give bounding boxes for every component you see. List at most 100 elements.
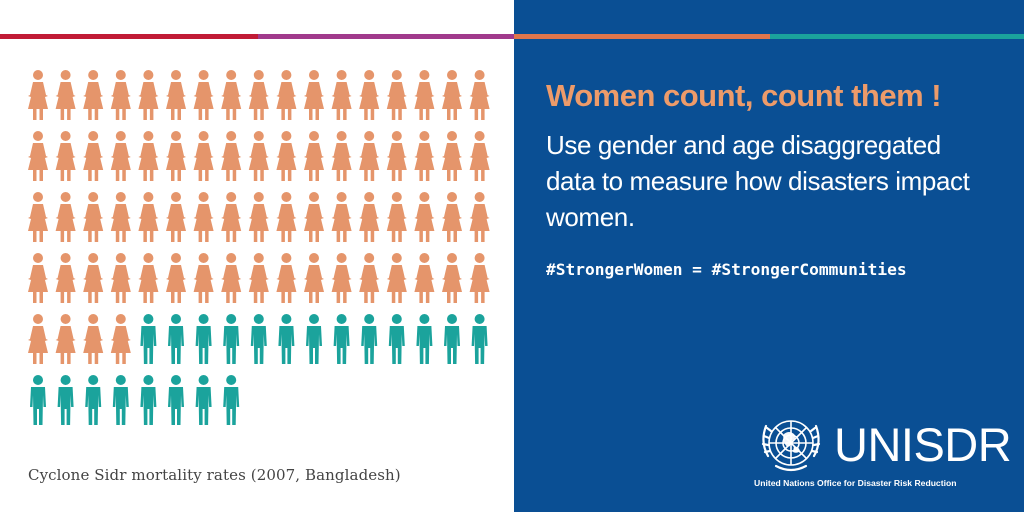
woman-icon (414, 192, 435, 242)
woman-icon (28, 131, 48, 181)
woman-icon (138, 70, 159, 120)
woman-icon (386, 70, 407, 120)
woman-icon (55, 131, 76, 181)
message-panel (514, 0, 1024, 512)
man-icon (223, 375, 240, 425)
man-icon (416, 314, 433, 364)
woman-icon (386, 253, 407, 303)
woman-icon (331, 70, 352, 120)
woman-icon (304, 192, 324, 242)
woman-icon (221, 253, 242, 303)
woman-icon (304, 131, 324, 181)
woman-icon (248, 192, 269, 242)
stripe-red (0, 34, 258, 39)
pictogram-grid (28, 70, 490, 425)
woman-icon (193, 253, 214, 303)
woman-icon (221, 192, 242, 242)
man-icon (168, 375, 184, 425)
woman-icon (110, 253, 131, 303)
man-icon (85, 375, 102, 425)
stripe-orange (514, 34, 770, 39)
woman-icon (442, 70, 462, 120)
woman-icon (414, 253, 435, 303)
woman-icon (331, 253, 352, 303)
logo-name: UNISDR (834, 418, 1012, 471)
woman-icon (442, 253, 462, 303)
man-icon (250, 314, 267, 364)
woman-icon (83, 253, 104, 303)
woman-icon (166, 253, 186, 303)
woman-icon (28, 192, 48, 242)
headline: Women count, count them ! (546, 78, 942, 113)
woman-icon (193, 192, 214, 242)
man-icon (195, 314, 212, 364)
un-emblem-icon (761, 420, 821, 472)
woman-icon (359, 253, 380, 303)
woman-icon (304, 70, 324, 120)
woman-icon (55, 192, 76, 242)
stripe-purple (258, 34, 514, 39)
man-icon (168, 314, 184, 364)
woman-icon (83, 192, 104, 242)
man-icon (306, 314, 322, 364)
woman-icon (166, 131, 186, 181)
body-text: Use gender and age disaggregated data to… (546, 130, 970, 232)
man-icon (112, 375, 129, 425)
woman-icon (166, 192, 186, 242)
man-icon (388, 314, 405, 364)
man-icon (140, 375, 157, 425)
woman-icon (110, 70, 131, 120)
woman-icon (55, 70, 76, 120)
woman-icon (83, 131, 104, 181)
woman-icon (331, 192, 352, 242)
woman-icon (414, 131, 435, 181)
woman-icon (28, 70, 48, 120)
man-icon (278, 314, 295, 364)
woman-icon (55, 253, 76, 303)
woman-icon (276, 70, 297, 120)
woman-icon (386, 131, 407, 181)
woman-icon (110, 131, 131, 181)
woman-icon (276, 253, 297, 303)
woman-icon (138, 253, 159, 303)
hashtag: #StrongerWomen = #StrongerCommunities (546, 260, 907, 279)
man-icon (30, 375, 46, 425)
woman-icon (276, 131, 297, 181)
woman-icon (110, 314, 131, 364)
infographic-panel: Cyclone Sidr mortality rates (2007, Bang… (28, 70, 490, 484)
man-icon (444, 314, 460, 364)
woman-icon (193, 70, 214, 120)
woman-icon (442, 192, 462, 242)
woman-icon (359, 192, 380, 242)
woman-icon (166, 70, 186, 120)
man-icon (333, 314, 350, 364)
woman-icon (276, 192, 297, 242)
man-icon (471, 314, 488, 364)
woman-icon (469, 131, 490, 181)
woman-icon (359, 70, 380, 120)
man-icon (223, 314, 240, 364)
unisdr-logo: UNISDR United Nations Office for Disaste… (754, 402, 1012, 492)
woman-icon (138, 131, 159, 181)
woman-icon (110, 192, 131, 242)
woman-icon (221, 70, 242, 120)
woman-icon (469, 192, 490, 242)
man-icon (195, 375, 212, 425)
woman-icon (331, 131, 352, 181)
woman-icon (28, 253, 48, 303)
woman-icon (304, 253, 324, 303)
stripe-teal (770, 34, 1024, 39)
woman-icon (442, 131, 462, 181)
woman-icon (83, 314, 104, 364)
woman-icon (469, 253, 490, 303)
woman-icon (386, 192, 407, 242)
woman-icon (248, 131, 269, 181)
man-icon (140, 314, 157, 364)
woman-icon (469, 70, 490, 120)
man-icon (57, 375, 74, 425)
woman-icon (55, 314, 76, 364)
woman-icon (248, 70, 269, 120)
woman-icon (248, 253, 269, 303)
man-icon (361, 314, 378, 364)
woman-icon (221, 131, 242, 181)
